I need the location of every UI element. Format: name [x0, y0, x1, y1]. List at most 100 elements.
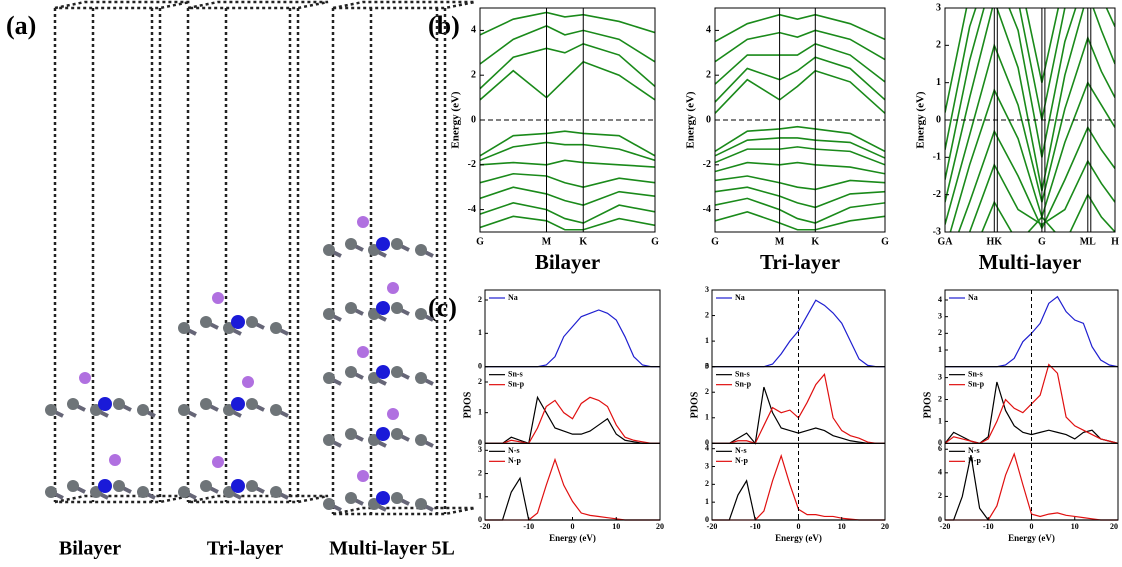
k-tick-label: M: [775, 236, 785, 247]
sn-atom: [200, 316, 212, 328]
y-tick-label: 4: [938, 468, 942, 477]
y-tick-label: 2: [478, 468, 482, 477]
na-atom: [357, 470, 369, 482]
sn-atom: [415, 498, 427, 510]
na-atom: [79, 372, 91, 384]
sn-atom: [178, 404, 190, 416]
k-tick-label: G: [711, 236, 719, 247]
cell-edge: [55, 2, 190, 502]
y-tick-label: -2: [468, 159, 476, 170]
band-line: [715, 163, 885, 174]
sn-atom: [415, 308, 427, 320]
band-line: [715, 15, 885, 42]
y-tick-label: -2: [703, 159, 711, 170]
sn-atom: [270, 322, 282, 334]
y-tick-label: 2: [938, 394, 942, 403]
y-tick-label: 4: [705, 444, 709, 453]
band-line: [715, 212, 885, 230]
legend-label: N-p: [735, 456, 748, 465]
x-axis-label: Energy (eV): [775, 533, 822, 543]
y-tick-label: 2: [938, 328, 942, 337]
sn-atom: [345, 492, 357, 504]
legend-label: N-p: [968, 456, 981, 465]
structure-caption: Multi-layer 5L: [329, 538, 455, 560]
sn-atom: [415, 244, 427, 256]
sn-atom: [178, 486, 190, 498]
y-tick-label: 1: [936, 77, 941, 88]
sn-atom: [415, 372, 427, 384]
y-tick-label: 4: [706, 25, 711, 36]
band-line: [715, 44, 885, 84]
sn-atom: [391, 492, 403, 504]
y-tick-label: 2: [705, 387, 709, 396]
pdos-line: [485, 310, 660, 367]
y-tick-label: 3: [705, 361, 709, 370]
y-tick-label: 2: [705, 310, 709, 319]
sn-atom: [67, 398, 79, 410]
y-tick-label: 4: [471, 25, 476, 36]
y-tick-label: -4: [468, 204, 476, 215]
pdos-line: [485, 460, 660, 520]
y-tick-label: -3: [933, 226, 941, 237]
sn-atom: [178, 322, 190, 334]
y-tick-label: 0: [936, 114, 941, 125]
legend-label: Sn-s: [968, 369, 983, 378]
n-atom: [231, 315, 245, 329]
y-tick-label: 2: [478, 377, 482, 386]
y-tick-label: 6: [938, 444, 942, 453]
sn-atom: [391, 366, 403, 378]
sn-atom: [200, 480, 212, 492]
y-tick-label: 2: [706, 69, 711, 80]
x-tick-label: 0: [571, 522, 575, 531]
band-plot: [480, 12, 655, 229]
x-tick-label: 0: [797, 522, 801, 531]
sn-atom: [391, 428, 403, 440]
k-tick-label: K: [579, 236, 587, 247]
sn-atom: [323, 308, 335, 320]
sn-atom: [391, 302, 403, 314]
structures: [45, 2, 475, 514]
x-tick-label: -10: [523, 522, 534, 531]
pdos-line: [485, 397, 660, 443]
y-tick-label: 1: [938, 345, 942, 354]
y-axis-label: PDOS: [462, 391, 473, 418]
band-line: [715, 57, 885, 102]
k-tick-label: GA: [938, 236, 954, 247]
figure: (a) (b) (c) Bilayer Tri-layer Multi-laye…: [0, 0, 1122, 567]
x-tick-label: -20: [707, 522, 718, 531]
x-tick-label: -10: [750, 522, 761, 531]
x-tick-label: 0: [1030, 522, 1034, 531]
na-atom: [212, 292, 224, 304]
y-tick-label: 3: [478, 445, 482, 454]
sn-atom: [137, 404, 149, 416]
sn-atom: [246, 480, 258, 492]
band-line: [945, 83, 1115, 251]
sn-atom: [391, 238, 403, 250]
band-line: [715, 30, 885, 61]
y-tick-label: 1: [705, 413, 709, 422]
sn-atom: [67, 480, 79, 492]
sn-atom: [323, 372, 335, 384]
y-tick-label: 3: [938, 372, 942, 381]
y-tick-label: 3: [936, 2, 941, 13]
y-tick-label: 3: [938, 311, 942, 320]
panel-label: (a): [6, 11, 36, 40]
legend-label: N-s: [968, 446, 980, 455]
x-tick-label: 10: [838, 522, 846, 531]
sn-atom: [345, 238, 357, 250]
k-tick-label: ML: [1080, 236, 1096, 247]
band-line: [480, 12, 655, 34]
na-atom: [357, 216, 369, 228]
y-axis-label: Energy (eV): [915, 91, 927, 148]
y-tick-label: 2: [478, 295, 482, 304]
cell-edge: [188, 2, 328, 502]
sn-atom: [323, 498, 335, 510]
legend-label: N-s: [735, 446, 747, 455]
band-line: [480, 142, 655, 160]
y-tick-label: -2: [933, 189, 941, 200]
sn-atom: [113, 398, 125, 410]
n-atom: [376, 491, 390, 505]
n-atom: [231, 479, 245, 493]
sn-atom: [323, 244, 335, 256]
legend-label: Na: [508, 293, 518, 302]
